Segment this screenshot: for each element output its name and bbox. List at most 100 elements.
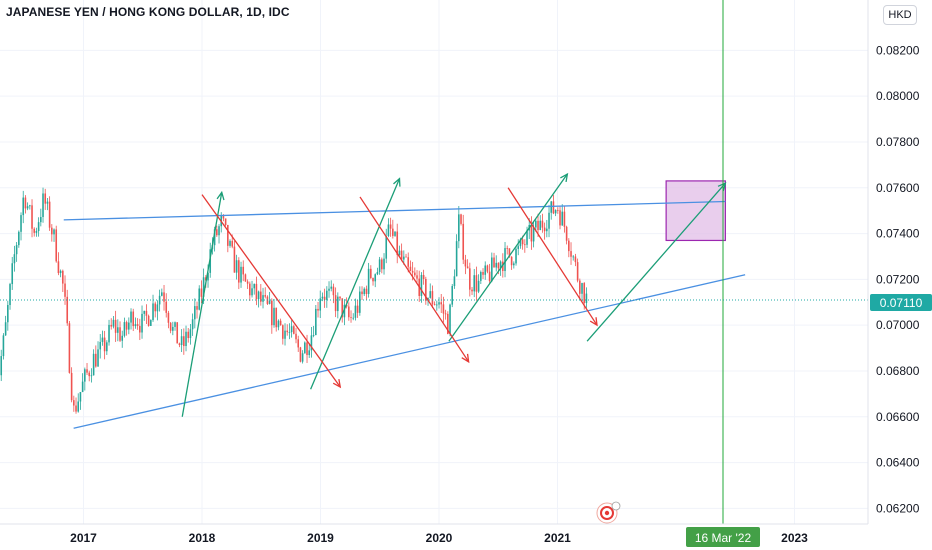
candle-body <box>354 305 357 318</box>
candle-body <box>143 310 146 314</box>
candle-body <box>502 261 504 272</box>
price-tick-label: 0.06200 <box>876 501 920 515</box>
green-arrow <box>586 182 726 342</box>
candle-body <box>433 304 436 305</box>
candle-body <box>557 210 559 211</box>
candle-body <box>449 304 451 335</box>
candle-body <box>372 277 374 282</box>
candle-body <box>420 274 423 296</box>
candle-body <box>4 322 7 336</box>
candle-body <box>480 271 482 281</box>
candle-body <box>92 353 95 376</box>
red-arrow-head <box>332 379 342 389</box>
candle-body <box>583 283 586 304</box>
candle-body <box>473 275 476 292</box>
candlestick-series <box>0 187 588 414</box>
candle-body <box>147 315 150 326</box>
candle-body <box>383 258 385 270</box>
price-tick-label: 0.06600 <box>876 410 920 424</box>
candle-body <box>194 306 196 320</box>
candle-body <box>37 222 40 232</box>
candle-body <box>572 256 575 258</box>
candle-body <box>431 291 434 305</box>
candle-body <box>251 288 253 296</box>
candle-body <box>288 332 291 333</box>
currency-badge[interactable]: HKD <box>883 5 917 25</box>
candle-body <box>552 201 555 214</box>
candle-body <box>469 268 471 290</box>
candle-body <box>141 313 143 333</box>
candle-body <box>585 293 588 304</box>
candle-body <box>365 288 368 295</box>
candle-body <box>367 268 370 295</box>
time-tick-label: 2019 <box>307 531 334 545</box>
candle-body <box>499 261 502 269</box>
candle-body <box>576 262 579 281</box>
candle-body <box>183 336 185 347</box>
candle-body <box>506 248 509 249</box>
event-marker-icon[interactable] <box>596 501 621 524</box>
candle-body <box>114 319 117 333</box>
candle-body <box>238 260 240 283</box>
candle-body <box>268 300 271 304</box>
candle-body <box>216 229 218 236</box>
candle-body <box>152 303 154 321</box>
candle-body <box>284 330 286 339</box>
candle-body <box>86 369 88 373</box>
candle-body <box>466 266 469 269</box>
candle-body <box>282 325 284 339</box>
candle-body <box>411 270 414 273</box>
candle-body <box>403 256 405 260</box>
candle-body <box>178 343 181 346</box>
candle-body <box>59 270 62 274</box>
candle-body <box>429 291 432 298</box>
candle-body <box>255 283 258 300</box>
red-arrow <box>507 187 598 326</box>
candle-body <box>341 298 344 318</box>
candle-body <box>526 230 528 245</box>
candle-body <box>559 210 561 226</box>
crosshair-date-badge: 16 Mar '22 <box>686 527 760 547</box>
candle-body <box>323 296 326 300</box>
candle-body <box>154 303 157 312</box>
candle-body <box>312 335 315 336</box>
candle-body <box>110 324 113 327</box>
price-tick-label: 0.08000 <box>876 89 920 103</box>
candle-body <box>352 317 355 319</box>
candle-body <box>317 308 319 311</box>
green-arrow <box>448 173 568 342</box>
candle-body <box>350 317 352 319</box>
candle-body <box>253 283 256 289</box>
candle-body <box>242 266 245 275</box>
candle-body <box>513 263 515 266</box>
time-tick-label: 2021 <box>544 531 571 545</box>
price-axis: 0.08200 0.08000 0.07800 0.07600 0.07400 0.072… <box>876 43 920 515</box>
candle-body <box>339 296 341 299</box>
candle-body <box>517 246 520 249</box>
symbol-title: JAPANESE YEN / HONG KONG DOLLAR, 1D, IDC <box>6 5 290 19</box>
candle-body <box>271 300 273 326</box>
candle-body <box>22 197 25 216</box>
candle-body <box>202 277 205 297</box>
candle-body <box>174 322 176 327</box>
time-axis: 2017 2018 2019 2020 2021 2023 <box>70 531 808 545</box>
candle-body <box>337 296 339 312</box>
trendline <box>63 200 726 221</box>
candle-body <box>95 353 97 367</box>
current-price-badge: 0.07110 <box>870 294 932 311</box>
candle-body <box>264 295 267 297</box>
candle-body <box>15 245 18 255</box>
candle-body <box>233 246 236 273</box>
candle-body <box>79 391 82 402</box>
candle-body <box>471 289 473 292</box>
price-tick-label: 0.06400 <box>876 456 920 470</box>
green-arrow <box>310 178 401 390</box>
candle-body <box>539 220 542 231</box>
candle-body <box>64 283 66 297</box>
candle-body <box>508 248 511 257</box>
price-axis-background[interactable] <box>868 0 932 524</box>
candle-body <box>315 308 317 336</box>
candle-body <box>55 229 58 262</box>
candle-body <box>119 327 121 341</box>
